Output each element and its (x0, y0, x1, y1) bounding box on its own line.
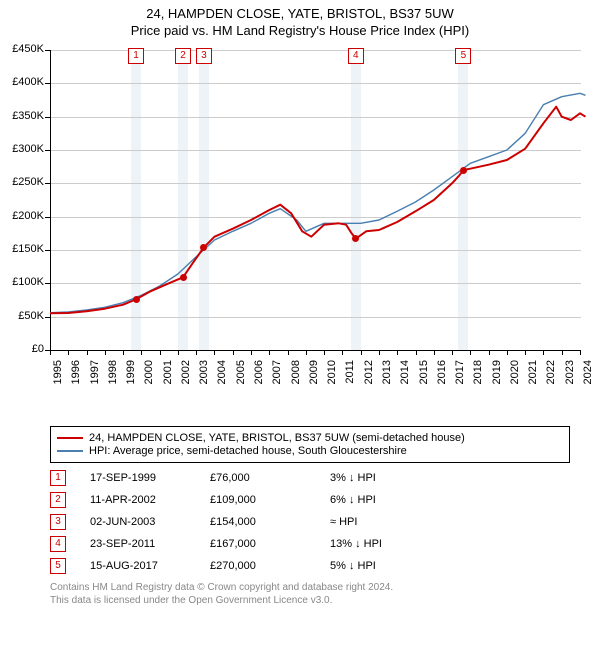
sale-dot (180, 274, 187, 281)
x-axis-label: 2016 (436, 360, 448, 390)
legend-swatch (57, 437, 83, 439)
x-axis-label: 2022 (545, 360, 557, 390)
x-axis-label: 2023 (564, 360, 576, 390)
x-axis-label: 1999 (125, 360, 137, 390)
footer-line: This data is licensed under the Open Gov… (50, 594, 570, 607)
x-axis-label: 2004 (216, 360, 228, 390)
x-axis-label: 2015 (418, 360, 430, 390)
transaction-marker: 1 (50, 470, 66, 486)
chart-container: 24, HAMPDEN CLOSE, YATE, BRISTOL, BS37 5… (0, 0, 600, 607)
x-axis-label: 1998 (107, 360, 119, 390)
transaction-row: 1 17-SEP-1999£76,0003% ↓ HPI (50, 467, 570, 489)
transaction-diff: 3% ↓ HPI (330, 472, 450, 484)
x-axis-label: 2003 (198, 360, 210, 390)
transaction-diff: 5% ↓ HPI (330, 560, 450, 572)
legend-label: HPI: Average price, semi-detached house,… (89, 445, 407, 457)
sale-dot (460, 167, 467, 174)
x-axis-label: 2011 (344, 360, 356, 390)
x-axis-label: 2005 (235, 360, 247, 390)
footer-line: Contains HM Land Registry data © Crown c… (50, 581, 570, 594)
transaction-date: 17-SEP-1999 (90, 472, 210, 484)
transaction-price: £76,000 (210, 472, 330, 484)
x-axis-label: 1995 (52, 360, 64, 390)
transaction-diff: ≈ HPI (330, 516, 450, 528)
x-axis-label: 2014 (399, 360, 411, 390)
x-axis-label: 2012 (363, 360, 375, 390)
transaction-diff: 13% ↓ HPI (330, 538, 450, 550)
series-line-hpi (50, 93, 586, 312)
x-axis-label: 2006 (253, 360, 265, 390)
transactions-table: 117-SEP-1999£76,0003% ↓ HPI211-APR-2002£… (50, 467, 570, 577)
transaction-row: 3 02-JUN-2003£154,000≈ HPI (50, 511, 570, 533)
x-axis-label: 2021 (527, 360, 539, 390)
x-axis-label: 2000 (143, 360, 155, 390)
legend: 24, HAMPDEN CLOSE, YATE, BRISTOL, BS37 5… (50, 426, 570, 463)
x-axis-label: 2007 (271, 360, 283, 390)
chart-marker: 4 (348, 48, 364, 64)
x-axis-label: 2019 (491, 360, 503, 390)
legend-row: 24, HAMPDEN CLOSE, YATE, BRISTOL, BS37 5… (57, 432, 563, 444)
x-axis-label: 1997 (89, 360, 101, 390)
x-axis-label: 2010 (326, 360, 338, 390)
sale-dot (133, 296, 140, 303)
transaction-price: £270,000 (210, 560, 330, 572)
chart-marker: 3 (196, 48, 212, 64)
transaction-diff: 6% ↓ HPI (330, 494, 450, 506)
transaction-marker: 3 (50, 514, 66, 530)
series-line-property (50, 107, 586, 314)
transaction-row: 5 15-AUG-2017£270,0005% ↓ HPI (50, 555, 570, 577)
transaction-price: £109,000 (210, 494, 330, 506)
x-axis-label: 1996 (70, 360, 82, 390)
chart-marker: 2 (175, 48, 191, 64)
legend-swatch (57, 450, 83, 451)
transaction-date: 15-AUG-2017 (90, 560, 210, 572)
x-axis-label: 2020 (509, 360, 521, 390)
title-address: 24, HAMPDEN CLOSE, YATE, BRISTOL, BS37 5… (0, 6, 600, 21)
legend-row: HPI: Average price, semi-detached house,… (57, 445, 563, 457)
chart-marker: 1 (128, 48, 144, 64)
chart-marker: 5 (455, 48, 471, 64)
chart-lines (0, 40, 590, 360)
x-axis-label: 2002 (180, 360, 192, 390)
transaction-marker: 2 (50, 492, 66, 508)
x-axis-label: 2008 (290, 360, 302, 390)
x-axis-label: 2017 (454, 360, 466, 390)
x-axis-label: 2009 (308, 360, 320, 390)
x-axis-label: 2001 (162, 360, 174, 390)
chart-area: £0£50K£100K£150K£200K£250K£300K£350K£400… (0, 40, 600, 420)
legend-label: 24, HAMPDEN CLOSE, YATE, BRISTOL, BS37 5… (89, 432, 465, 444)
transaction-date: 23-SEP-2011 (90, 538, 210, 550)
transaction-price: £167,000 (210, 538, 330, 550)
transaction-row: 4 23-SEP-2011£167,00013% ↓ HPI (50, 533, 570, 555)
transaction-marker: 4 (50, 536, 66, 552)
transaction-price: £154,000 (210, 516, 330, 528)
footer: Contains HM Land Registry data © Crown c… (50, 581, 570, 607)
transaction-date: 11-APR-2002 (90, 494, 210, 506)
title-subtitle: Price paid vs. HM Land Registry's House … (0, 23, 600, 38)
transaction-row: 2 11-APR-2002£109,0006% ↓ HPI (50, 489, 570, 511)
x-axis-label: 2024 (582, 360, 594, 390)
x-axis-label: 2013 (381, 360, 393, 390)
title-block: 24, HAMPDEN CLOSE, YATE, BRISTOL, BS37 5… (0, 0, 600, 40)
transaction-marker: 5 (50, 558, 66, 574)
x-axis-label: 2018 (472, 360, 484, 390)
transaction-date: 02-JUN-2003 (90, 516, 210, 528)
